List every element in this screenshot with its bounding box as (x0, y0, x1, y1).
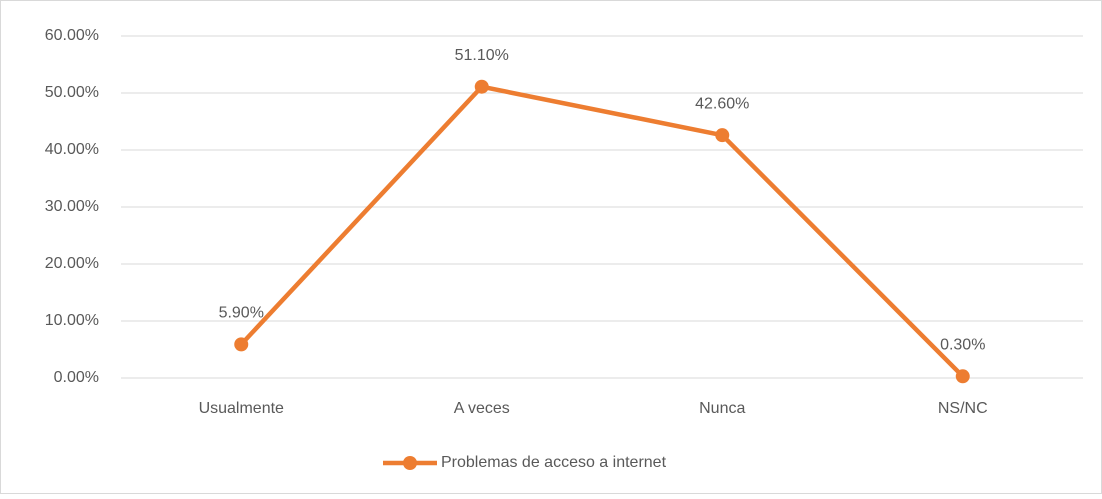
x-tick-label: NS/NC (938, 400, 988, 417)
point (715, 128, 730, 143)
y-tick-label: 60.00% (45, 27, 99, 44)
y-tick-label: 30.00% (45, 198, 99, 215)
y-tick-label: 40.00% (45, 141, 99, 158)
data-label: 51.10% (455, 47, 509, 64)
x-tick-label: A veces (454, 400, 510, 417)
x-tick-label: Nunca (699, 400, 745, 417)
data-label: 5.90% (219, 305, 264, 322)
legend-marker (403, 456, 417, 470)
point (955, 369, 970, 384)
data-label: 0.30% (940, 337, 985, 354)
y-tick-label: 20.00% (45, 255, 99, 272)
line (239, 84, 965, 378)
y-tick-label: 0.00% (54, 369, 99, 386)
x-tick-label: Usualmente (199, 400, 284, 417)
point (234, 337, 249, 352)
data-label: 42.60% (695, 95, 749, 112)
y-tick-label: 10.00% (45, 312, 99, 329)
legend-label: Problemas de acceso a internet (441, 454, 667, 471)
point (474, 79, 489, 94)
y-tick-label: 50.00% (45, 84, 99, 101)
